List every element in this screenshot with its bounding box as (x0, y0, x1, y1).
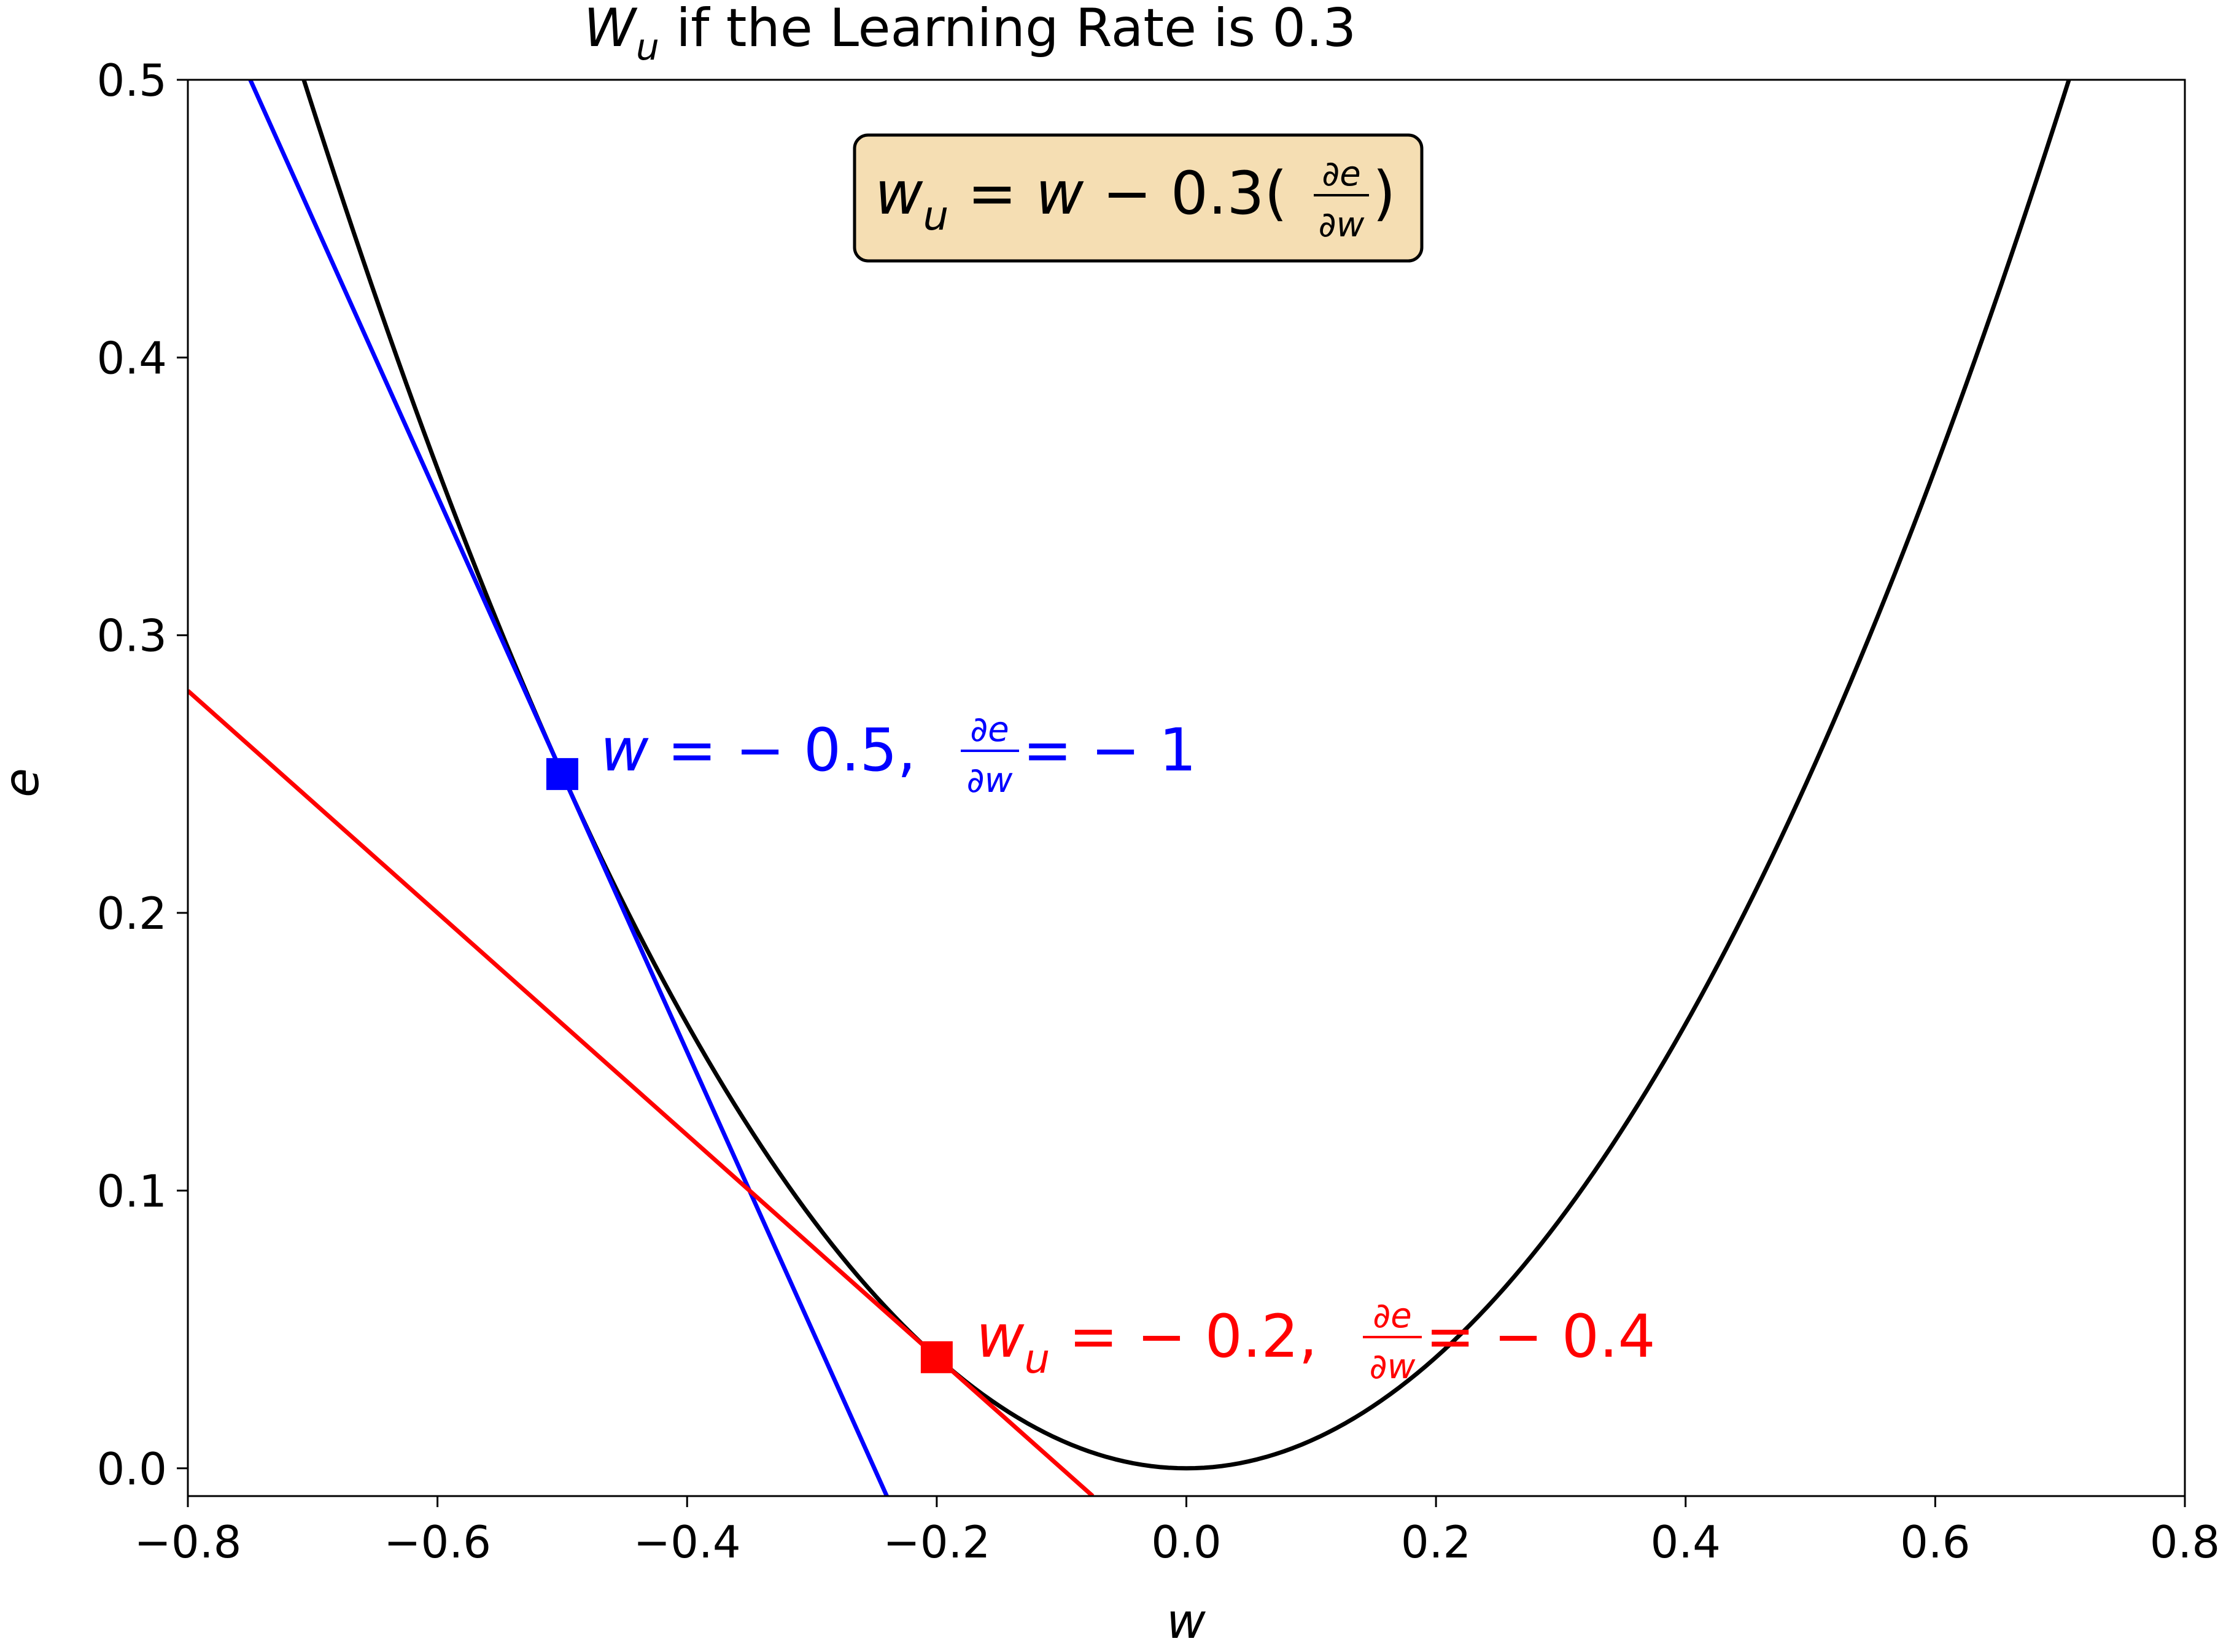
formula-deriv-denominator: ∂w (1319, 205, 1365, 245)
point-label-wu-deriv-numerator: ∂e (1373, 1296, 1411, 1336)
formula-box: wu = w − 0.3( ∂e ∂w ) (853, 133, 1424, 263)
point-label-w-var: w (600, 716, 649, 785)
x-tick-label: −0.8 (134, 1516, 242, 1568)
y-tick-label: 0.3 (96, 610, 167, 662)
y-axis-label: e (0, 768, 50, 797)
point-label-wu-slope: = − 0.4 (1425, 1302, 1656, 1371)
point-label-wu-deriv-denominator: ∂w (1370, 1347, 1416, 1387)
plot-markers (546, 758, 953, 1373)
point-label-w-text: w = − 0.5, (600, 716, 916, 785)
point-label-w-slope: = − 1 (1023, 716, 1196, 785)
chart-title-text: Wu if the Learning Rate is 0.3 (584, 0, 1356, 69)
point-label-w: w = − 0.5, ∂e ∂w = − 1 (600, 710, 1196, 801)
point-label-wu-value: = − 0.2, (1050, 1302, 1317, 1371)
x-tick-label: 0.4 (1650, 1516, 1721, 1568)
x-tick-label: −0.2 (883, 1516, 990, 1568)
point-label-wu-text: wu = − 0.2, (976, 1302, 1317, 1382)
y-tick-label: 0.0 (96, 1443, 167, 1495)
y-tick-label: 0.2 (96, 888, 167, 939)
title-symbol: W (584, 0, 638, 59)
title-rest: if the Learning Rate is 0.3 (659, 0, 1356, 59)
formula-equals: = (948, 159, 1035, 228)
x-axis-label: w (1166, 1594, 1206, 1650)
formula-box-frame (853, 133, 1424, 263)
x-tick-label: −0.4 (634, 1516, 741, 1568)
formula-lhs-var: w (875, 159, 923, 228)
x-tick-label: 0.2 (1401, 1516, 1472, 1568)
formula-close-paren: ) (1373, 159, 1395, 228)
x-tick-label: 0.6 (1900, 1516, 1971, 1568)
point-label-w-value: = − 0.5, (649, 716, 917, 785)
point-marker-1 (920, 1341, 953, 1373)
formula-rhs-middle: − 0.3( (1084, 159, 1287, 228)
point-label-wu-var: w (976, 1302, 1025, 1371)
chart-title: Wu if the Learning Rate is 0.3 (584, 0, 1356, 69)
formula-text: wu = w − 0.3( (875, 159, 1287, 239)
formula-rhs-var: w (1036, 159, 1084, 228)
title-subscript: u (636, 26, 659, 69)
point-label-w-deriv-numerator: ∂e (970, 710, 1009, 750)
formula-deriv-numerator: ∂e (1322, 154, 1360, 194)
point-label-wu-sub: u (1025, 1335, 1050, 1382)
y-tick-label: 0.4 (96, 332, 167, 384)
point-label-w-deriv-denominator: ∂w (967, 761, 1013, 801)
x-axis-ticks: −0.8 −0.6 −0.4 −0.2 0.0 0.2 0.4 0.6 0.8 (134, 1496, 2220, 1568)
y-tick-label: 0.1 (96, 1165, 167, 1217)
formula-lhs-sub: u (923, 192, 949, 239)
x-tick-label: −0.6 (384, 1516, 491, 1568)
x-tick-label: 0.0 (1151, 1516, 1222, 1568)
y-axis-ticks: 0.0 0.1 0.2 0.3 0.4 0.5 (96, 55, 188, 1495)
y-tick-label: 0.5 (96, 55, 167, 106)
x-tick-label: 0.8 (2150, 1516, 2220, 1568)
point-label-wu: wu = − 0.2, ∂e ∂w = − 0.4 (976, 1296, 1656, 1387)
point-marker-0 (546, 758, 578, 790)
